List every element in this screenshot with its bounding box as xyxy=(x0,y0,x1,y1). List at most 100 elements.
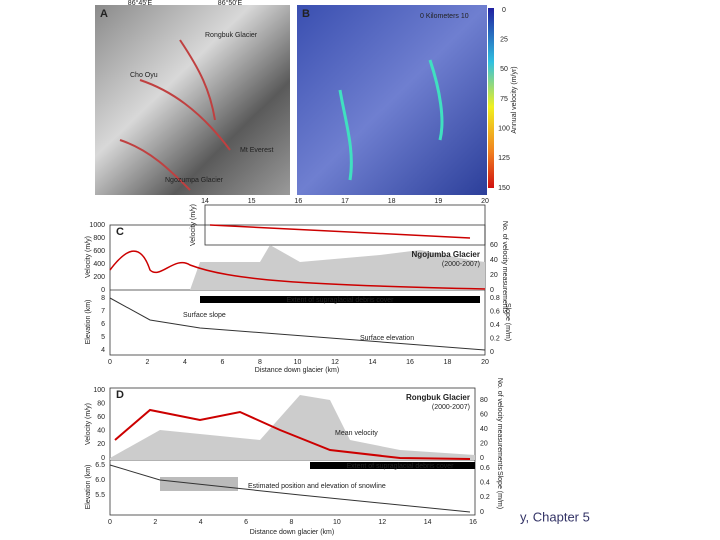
tick-label: 19 xyxy=(434,198,442,205)
tick-label: 0 xyxy=(490,349,494,356)
tick-label: 20 xyxy=(97,441,105,448)
tick-label: 600 xyxy=(93,248,105,255)
elevation-line xyxy=(109,464,471,513)
tick-label: 60 xyxy=(97,414,105,421)
colorbar-title: Annual velocity (m/yr) xyxy=(511,66,518,133)
tick-label: 6.0 xyxy=(95,477,105,484)
tick-label: 15 xyxy=(248,198,256,205)
tick-label: 16 xyxy=(406,359,414,366)
tick-label: 4 xyxy=(199,519,203,526)
panel-label: C xyxy=(116,226,124,238)
velocity-line xyxy=(114,408,471,460)
tick-label: 0 xyxy=(502,7,506,14)
tick-label: 4 xyxy=(183,359,187,366)
tick-label: 10 xyxy=(294,359,302,366)
tick-label: 12 xyxy=(378,519,386,526)
tick-label: 12 xyxy=(331,359,339,366)
tick-label: 40 xyxy=(490,257,498,264)
annotation: Extent of supraglacial debris cover xyxy=(287,297,395,304)
scale-label: 0 Kilometers 10 xyxy=(420,13,469,20)
velocity-line xyxy=(109,250,486,290)
velocity-streak xyxy=(338,59,444,181)
tick-label: 0 xyxy=(490,287,494,294)
tick-label: 125 xyxy=(498,155,510,162)
tick-label: 14 xyxy=(369,359,377,366)
inset-line xyxy=(209,224,471,239)
footer-text: y, Chapter 5 xyxy=(520,509,590,524)
satellite-image xyxy=(95,5,290,195)
chart-title: Rongbuk Glacier xyxy=(406,393,470,402)
tick-label: 25 xyxy=(500,37,508,44)
tick-label: 0 xyxy=(480,509,484,516)
annotation: Mt Everest xyxy=(240,147,274,154)
tick-label: 100 xyxy=(93,387,105,394)
tick-label: 14 xyxy=(424,519,432,526)
elevation-line xyxy=(109,297,486,351)
axis-label: Distance down glacier (km) xyxy=(250,529,334,536)
axis-label: Elevation (km) xyxy=(85,300,92,345)
tick-label: 20 xyxy=(481,359,489,366)
tick-label: 16 xyxy=(469,519,477,526)
tick-label: 2 xyxy=(153,519,157,526)
annotation: Mean velocity xyxy=(335,430,378,437)
velocity-image xyxy=(297,5,487,195)
tick-label: 16 xyxy=(294,198,302,205)
tick-label: 0.6 xyxy=(480,465,490,472)
tick-label: 86°50'E xyxy=(218,0,243,7)
tick-label: 6 xyxy=(221,359,225,366)
tick-label: 7 xyxy=(101,308,105,315)
tick-label: 14 xyxy=(201,198,209,205)
tick-label: 50 xyxy=(500,66,508,73)
panel-label: A xyxy=(100,8,108,20)
axis-label: Elevation (km) xyxy=(85,465,92,510)
annotation: Cho Oyu xyxy=(130,72,158,79)
panel-d-frame xyxy=(109,387,476,516)
tick-label: 0 xyxy=(101,287,105,294)
debris-bar xyxy=(310,462,475,469)
tick-label: 0.2 xyxy=(490,335,500,342)
axis-label: Slope (m/m) xyxy=(504,303,511,341)
axis-label: No. of velocity measurements xyxy=(496,378,503,471)
colorbar xyxy=(488,8,494,188)
annotation: Surface slope xyxy=(183,312,226,319)
annotation: Rongbuk Glacier xyxy=(205,32,258,39)
tick-label: 0.4 xyxy=(490,322,500,329)
tick-label: 8 xyxy=(258,359,262,366)
tick-label: 5.5 xyxy=(95,492,105,499)
tick-label: 40 xyxy=(480,426,488,433)
tick-label: 20 xyxy=(480,440,488,447)
axis-label: Slope (m/m) xyxy=(496,471,503,509)
chart-title: Ngojumba Glacier xyxy=(412,250,480,259)
tick-label: 0.6 xyxy=(490,308,500,315)
tick-label: 8 xyxy=(101,295,105,302)
inset-frame xyxy=(204,204,486,246)
tick-label: 80 xyxy=(480,397,488,404)
tick-label: 0 xyxy=(480,455,484,462)
panel-label: B xyxy=(302,8,310,20)
axis-label: Velocity (m/y) xyxy=(85,236,92,278)
tick-label: 18 xyxy=(388,198,396,205)
tick-label: 20 xyxy=(481,198,489,205)
glacier-outline xyxy=(119,39,231,191)
tick-label: 10 xyxy=(333,519,341,526)
tick-label: 1000 xyxy=(89,222,105,229)
debris-bar xyxy=(200,296,480,303)
tick-label: 4 xyxy=(101,347,105,354)
tick-label: 6 xyxy=(244,519,248,526)
annotation: Extent of supraglacial debris cover xyxy=(347,463,455,470)
chart-subtitle: (2000-2007) xyxy=(432,404,470,411)
tick-label: 0.4 xyxy=(480,480,490,487)
tick-label: 86°45'E xyxy=(128,0,153,7)
tick-label: 20 xyxy=(490,272,498,279)
tick-label: 6.5 xyxy=(95,462,105,469)
annotation: Estimated position and elevation of snow… xyxy=(248,483,386,490)
axis-label: No. of velocity measurements xyxy=(501,221,508,314)
tick-label: 0 xyxy=(101,455,105,462)
tick-label: 2 xyxy=(146,359,150,366)
panel-label: D xyxy=(116,389,124,401)
tick-label: 0.2 xyxy=(480,494,490,501)
count-area xyxy=(110,395,475,460)
tick-label: 40 xyxy=(97,428,105,435)
axis-label: Velocity (m/y) xyxy=(190,204,197,246)
tick-label: 800 xyxy=(93,235,105,242)
